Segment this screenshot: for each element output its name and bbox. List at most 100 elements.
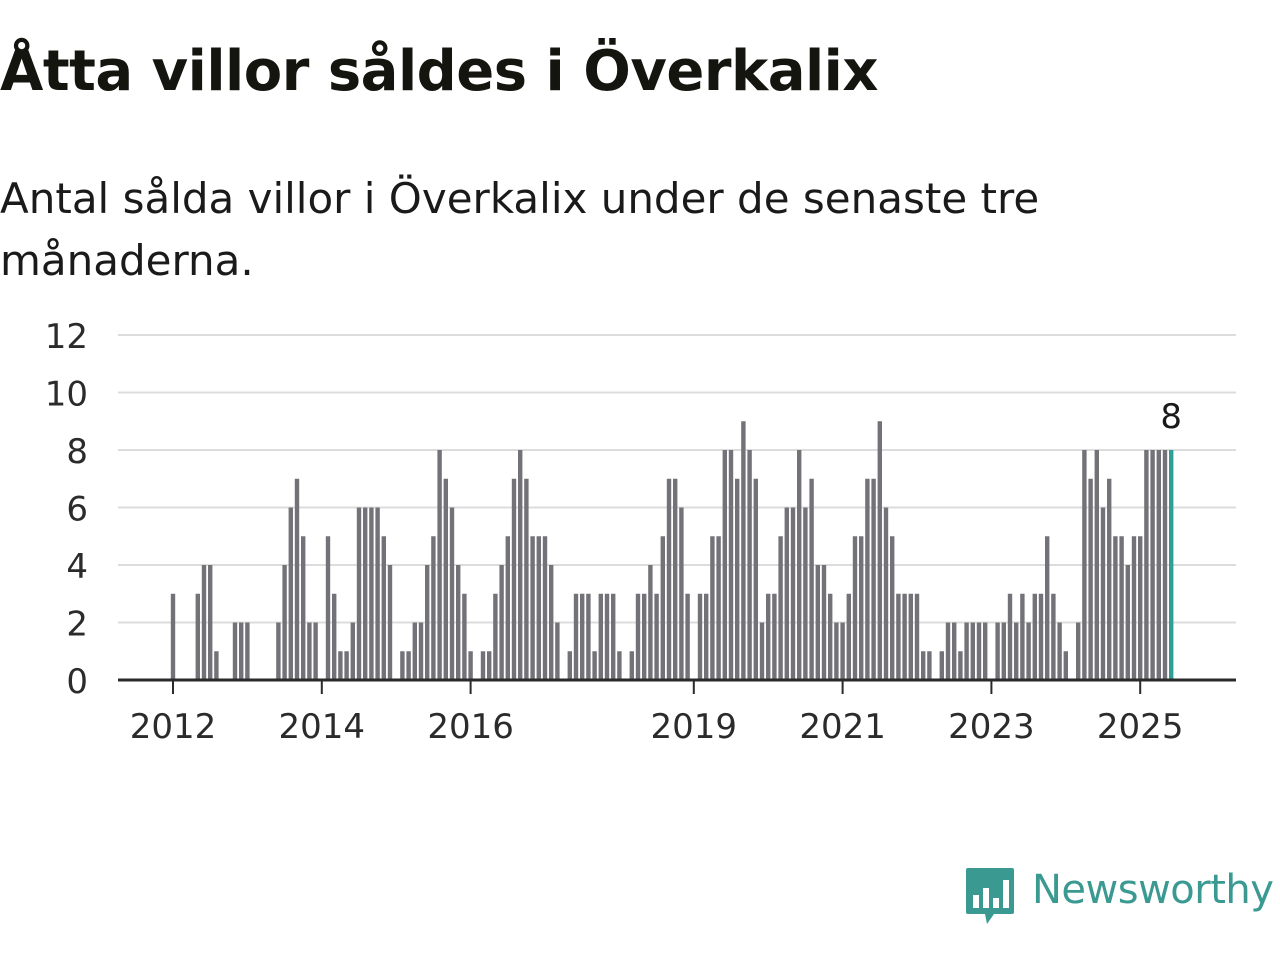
bar: [778, 536, 783, 680]
bar: [1100, 507, 1106, 680]
bar: [412, 622, 417, 680]
bar: [890, 536, 895, 680]
bar: [821, 565, 827, 680]
bar: [1125, 565, 1130, 680]
bar-chart: 0 2 4 6 8 10 12 2012 2014 2016 2019 2021 2023 2025 8: [45, 317, 1236, 747]
bar: [449, 507, 455, 680]
bar: [418, 622, 424, 680]
bar: [883, 507, 889, 680]
bar: [1045, 536, 1050, 680]
bars: [170, 421, 1174, 680]
bar: [1150, 450, 1155, 680]
value-label: 8: [1160, 397, 1182, 437]
bar: [1094, 450, 1099, 680]
y-tick-label: 12: [45, 317, 88, 357]
bar: [846, 593, 851, 680]
bar: [282, 565, 287, 680]
bar: [542, 536, 548, 680]
bar: [431, 536, 436, 680]
bar: [797, 450, 802, 680]
bar: [499, 565, 504, 680]
brand-name: Newsworthy: [1032, 867, 1274, 913]
bar: [598, 593, 603, 680]
bar: [406, 651, 411, 680]
bar: [964, 622, 969, 680]
bar: [660, 536, 665, 680]
bar: [170, 593, 176, 680]
bar: [871, 478, 876, 680]
bar: [710, 536, 715, 680]
bar: [400, 651, 405, 680]
y-axis: 0 2 4 6 8 10 12: [45, 317, 88, 702]
bar: [301, 536, 306, 680]
y-tick-label: 6: [66, 490, 88, 530]
bar: [654, 593, 659, 680]
bar: [952, 622, 957, 680]
newsworthy-logo-icon: [966, 868, 1014, 924]
bar: [505, 536, 510, 680]
bar: [1088, 478, 1093, 680]
x-tick-label: 2014: [279, 707, 366, 747]
bar: [288, 507, 293, 680]
bar: [790, 507, 796, 680]
bar: [611, 593, 616, 680]
bar: [356, 507, 362, 680]
bar: [1007, 593, 1013, 680]
bar: [983, 622, 988, 680]
bar: [828, 593, 833, 680]
bar: [722, 450, 727, 680]
bar: [1162, 450, 1168, 680]
bar: [307, 622, 312, 680]
bar: [1156, 450, 1161, 680]
bar: [908, 593, 913, 680]
y-tick-label: 2: [66, 605, 88, 645]
bar: [325, 536, 331, 680]
x-tick-label: 2025: [1097, 707, 1184, 747]
bar: [1131, 536, 1137, 680]
bar: [747, 450, 752, 680]
bar: [809, 478, 814, 680]
bar: [1076, 622, 1081, 680]
bar: [524, 478, 529, 680]
bar: [375, 507, 380, 680]
bar: [567, 651, 572, 680]
bar: [697, 593, 703, 680]
bar: [896, 593, 901, 680]
bar: [1001, 622, 1006, 680]
bar: [530, 536, 535, 680]
x-tick-label: 2021: [799, 707, 886, 747]
bar: [716, 536, 721, 680]
bar: [1026, 622, 1031, 680]
bar: [549, 565, 554, 680]
bar: [332, 593, 337, 680]
bar: [592, 651, 597, 680]
bar: [1038, 593, 1044, 680]
bar: [1014, 622, 1019, 680]
bar: [927, 651, 932, 680]
x-tick-label: 2016: [427, 707, 514, 747]
annotations: 8: [1160, 397, 1182, 437]
bar: [195, 593, 200, 680]
bar: [294, 478, 300, 680]
bar: [673, 478, 678, 680]
bar: [679, 507, 684, 680]
bar: [772, 593, 777, 680]
x-axis: 2012 2014 2016 2019 2021 2023 2025: [130, 680, 1184, 747]
bar: [480, 651, 486, 680]
bar: [425, 565, 430, 680]
bar: [580, 593, 585, 680]
bar: [629, 651, 634, 680]
bar: [1082, 450, 1087, 680]
y-tick-label: 8: [66, 432, 88, 472]
bar: [735, 478, 740, 680]
bar: [803, 507, 808, 680]
bar: [350, 622, 355, 680]
bar: [1032, 593, 1037, 680]
bar: [648, 565, 653, 680]
bar: [363, 507, 368, 680]
bar: [642, 593, 647, 680]
bar: [214, 651, 219, 680]
bar: [840, 622, 845, 680]
bar: [468, 651, 473, 680]
bar: [865, 478, 870, 680]
